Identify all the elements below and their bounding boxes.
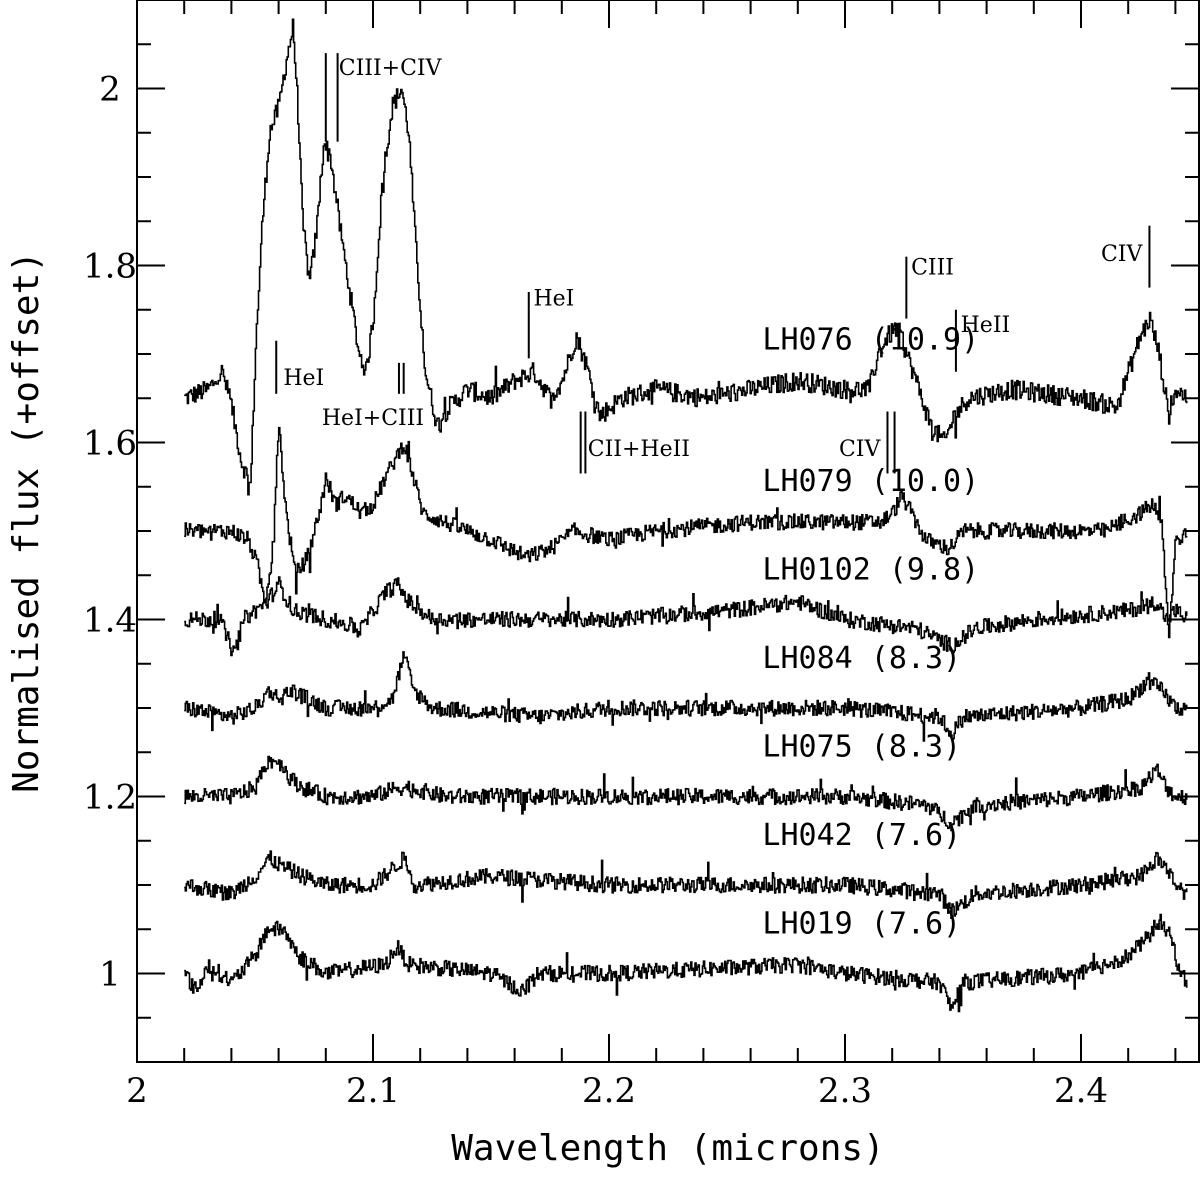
series-labels: LH076 (10.9) LH079 (10.0) LH0102 (9.8) LH08… <box>762 323 979 942</box>
line-id-label: CII+HeII <box>588 437 690 462</box>
annotation-layer: CIII+CIV HeI HeI+CIII HeI CII+HeII CIV CIII HeI… <box>275 53 1151 474</box>
y-tick-label: 1 <box>99 955 121 995</box>
spectrum-line <box>184 576 1188 657</box>
series-label: LH075 (8.3) <box>762 730 961 765</box>
line-id-label: CIII <box>911 255 954 280</box>
line-id-label: HeII <box>961 313 1011 338</box>
x-tick-labels: 2 2.1 2.2 2.3 2.4 <box>126 1071 1108 1111</box>
series-label: LH079 (10.0) <box>762 464 979 499</box>
line-id-label: CIV <box>839 437 882 462</box>
spectrum-line <box>184 913 1188 1013</box>
x-tick-label: 2.3 <box>818 1071 872 1111</box>
x-tick-label: 2.4 <box>1054 1071 1108 1111</box>
series-layer <box>184 18 1188 1013</box>
x-axis-title: Wavelength (microns) <box>451 1128 884 1169</box>
spectrum-line <box>184 426 1188 639</box>
spectrum-line <box>184 755 1188 832</box>
x-tick-label: 2.1 <box>346 1071 400 1111</box>
y-tick-label: 1.4 <box>83 601 137 641</box>
line-id-label: HeI <box>533 286 574 311</box>
axis-ticks <box>136 0 1199 1063</box>
series-label: LH076 (10.9) <box>762 323 979 358</box>
series-label: LH0102 (9.8) <box>762 553 979 588</box>
spectrum-line <box>184 651 1188 742</box>
spectrum-line <box>184 850 1188 919</box>
y-tick-label: 1.2 <box>83 778 137 818</box>
y-tick-label: 2 <box>99 70 121 110</box>
series-label: LH019 (7.6) <box>762 907 961 942</box>
line-id-label: HeI+CIII <box>322 406 424 431</box>
line-id-label: CIII+CIV <box>339 56 443 81</box>
series-label: LH084 (8.3) <box>762 641 961 676</box>
line-id-label: HeI <box>283 366 324 391</box>
series-label: LH042 (7.6) <box>762 818 961 853</box>
y-axis-title: Normalised flux (+offset) <box>6 251 47 793</box>
y-tick-label: 1.6 <box>83 424 137 464</box>
line-id-label: CIV <box>1101 242 1144 267</box>
spectrum-line <box>184 18 1188 496</box>
y-tick-label: 1.8 <box>83 247 137 287</box>
x-tick-label: 2.2 <box>582 1071 636 1111</box>
y-tick-labels: 1 1.2 1.4 1.6 1.8 2 <box>83 70 137 995</box>
x-tick-label: 2 <box>126 1071 148 1111</box>
